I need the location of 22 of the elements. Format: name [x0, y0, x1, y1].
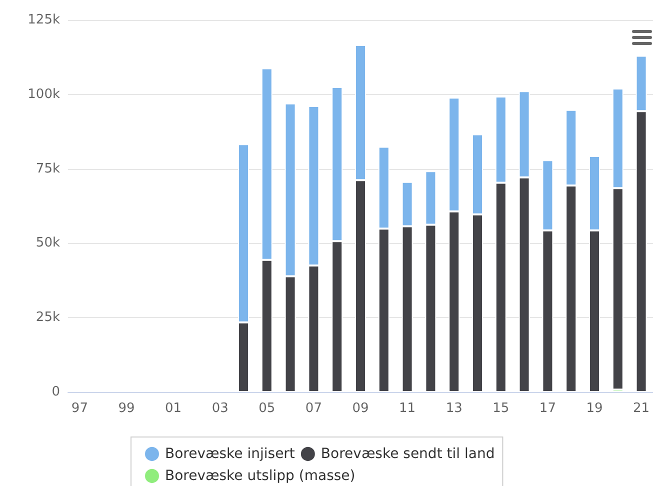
x-tick-label: 01 — [165, 401, 182, 416]
x-tick-label: 09 — [352, 401, 369, 416]
y-tick-label: 25k — [36, 310, 60, 326]
x-tick-label: 99 — [118, 401, 135, 416]
x-tick-label: 05 — [258, 401, 276, 416]
x-tick-label: 13 — [446, 401, 462, 416]
x-tick-label: 07 — [305, 401, 322, 416]
legend-label: Borevæske utslipp (masse) — [165, 468, 356, 484]
x-tick-label: 11 — [399, 401, 416, 416]
y-tick-label: 75k — [36, 161, 60, 176]
x-tick-label: 21 — [633, 401, 650, 416]
y-tick-label: 0 — [52, 384, 60, 400]
legend-label: Borevæske injisert — [165, 446, 296, 462]
x-tick-label: 97 — [71, 401, 88, 416]
x-tick-label: 15 — [492, 401, 510, 416]
y-tick-label: 100k — [28, 86, 60, 102]
y-tick-label: 125k — [28, 12, 60, 28]
x-tick-label: 19 — [586, 401, 603, 416]
y-tick-label: 50k — [36, 236, 60, 251]
x-tick-label: 03 — [212, 401, 228, 416]
legend-label: Borevæske sendt til land — [320, 446, 495, 462]
x-tick-label: 17 — [539, 401, 556, 416]
